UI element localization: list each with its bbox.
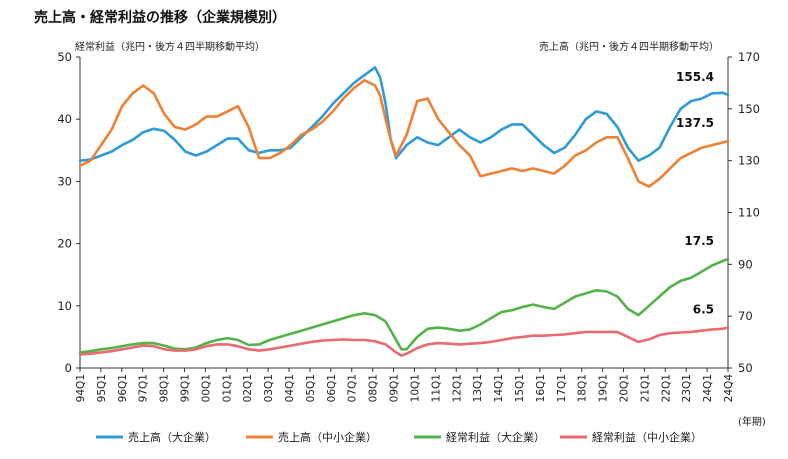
right-tick-label: 70 <box>738 309 753 323</box>
right-tick-label: 170 <box>738 50 760 64</box>
x-tick-label: 05Q1 <box>305 374 317 402</box>
series-line <box>78 79 730 188</box>
series-line <box>78 326 730 357</box>
left-tick-label: 40 <box>57 112 72 126</box>
x-tick-label: 07Q1 <box>347 374 359 402</box>
right-tick-label: 150 <box>738 102 760 116</box>
x-tick-label: 14Q1 <box>493 374 505 402</box>
axes-group: 0 10 20 30 40 50 50 70 90 110 130 150 170 94Q1 95Q1 96Q… <box>57 50 760 402</box>
x-tick-label: 03Q1 <box>263 374 275 402</box>
end-value-label: 17.5 <box>684 234 714 248</box>
series-lines <box>78 66 730 357</box>
x-tick-label: 18Q1 <box>577 374 589 402</box>
end-labels: 155.4 137.5 17.5 6.5 <box>676 70 714 317</box>
x-tick-label: 00Q1 <box>200 374 212 402</box>
x-tick-label: 97Q1 <box>138 374 150 402</box>
legend-label: 経常利益（大企業） <box>446 430 545 444</box>
x-tick-label: 96Q1 <box>117 374 129 402</box>
right-tick-label: 110 <box>738 206 760 220</box>
right-tick-label: 130 <box>738 154 760 168</box>
right-tick-label: 90 <box>738 257 753 271</box>
x-tick-label: 98Q1 <box>159 374 171 402</box>
x-tick-label: 04Q1 <box>284 374 296 402</box>
x-tick-label: 95Q1 <box>96 374 108 402</box>
series-line <box>78 66 730 162</box>
left-tick-label: 30 <box>57 174 72 188</box>
x-unit-label: (年期) <box>738 415 766 428</box>
x-tick-label: 06Q1 <box>326 374 338 402</box>
x-tick-label: 20Q1 <box>618 374 630 402</box>
legend: 売上高（大企業） 売上高（中小企業） 経常利益（大企業） 経常利益（中小企業） <box>96 430 702 444</box>
left-tick-label: 20 <box>57 237 72 251</box>
x-tick-label: 24Q1 <box>702 374 714 402</box>
x-tick-label: 10Q1 <box>409 374 421 402</box>
right-axis-label: 売上高（兆円・後方４四半期移動平均） <box>539 40 719 53</box>
end-value-label: 6.5 <box>693 303 714 317</box>
left-tick-label: 50 <box>57 50 72 64</box>
x-tick-label: 11Q1 <box>430 374 442 402</box>
x-tick-label: 23Q1 <box>681 374 693 402</box>
left-axis-label: 経常利益（兆円・後方４四半期移動平均） <box>75 40 265 53</box>
x-tick-label: 15Q1 <box>514 374 526 402</box>
x-tick-label: 19Q1 <box>598 374 610 402</box>
legend-label: 売上高（中小企業） <box>278 430 377 444</box>
x-tick-label: 22Q1 <box>660 374 672 402</box>
x-tick-label: 99Q1 <box>180 374 192 402</box>
x-tick-label: 17Q1 <box>556 374 568 402</box>
x-tick-label: 94Q1 <box>75 374 87 402</box>
x-tick-label: 08Q1 <box>368 374 380 402</box>
x-tick-label: 01Q1 <box>221 374 233 402</box>
x-tick-label: 13Q1 <box>472 374 484 402</box>
x-tick-label: 21Q1 <box>639 374 651 402</box>
x-tick-label: 09Q1 <box>389 374 401 402</box>
legend-label: 経常利益（中小企業） <box>592 430 702 444</box>
x-tick-label: 02Q1 <box>242 374 254 402</box>
legend-label: 売上高（大企業） <box>128 430 216 444</box>
end-value-label: 137.5 <box>676 116 714 130</box>
left-tick-label: 0 <box>65 361 72 375</box>
series-line <box>78 257 730 354</box>
chart-title: 売上高・経常利益の推移（企業規模別） <box>34 9 286 26</box>
right-tick-label: 50 <box>738 361 753 375</box>
x-tick-label: 12Q1 <box>451 374 463 402</box>
x-tick-label: 16Q1 <box>535 374 547 402</box>
left-tick-label: 10 <box>57 299 72 313</box>
end-value-label: 155.4 <box>676 70 714 84</box>
x-tick-label: 24Q4 <box>723 374 735 403</box>
